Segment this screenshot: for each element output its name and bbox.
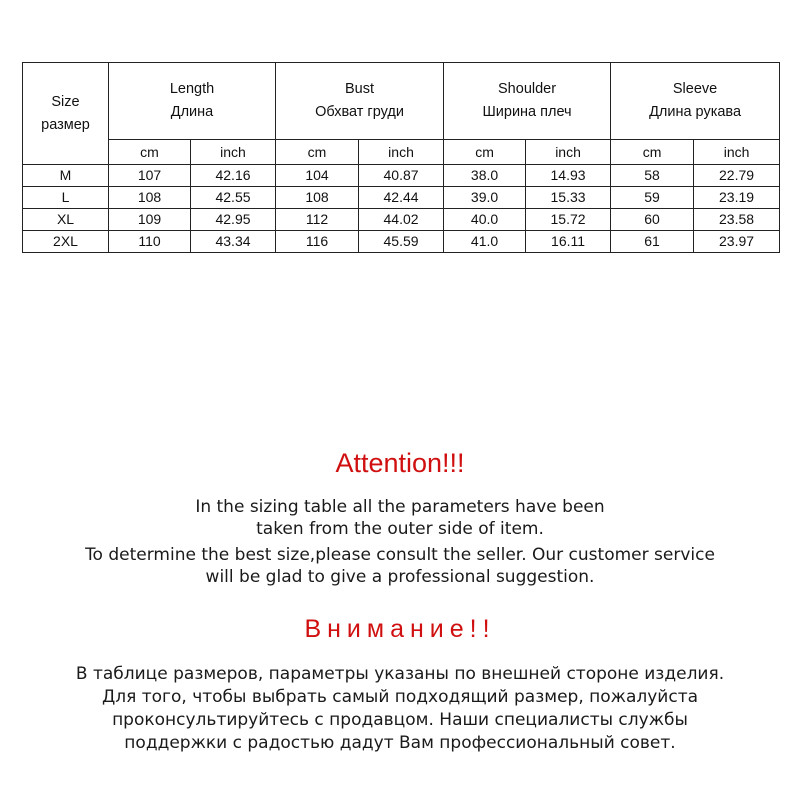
notice-line: поддержки с радостью дадут Вам профессио… — [124, 733, 676, 753]
table-row: 2XL 110 43.34 116 45.59 41.0 16.11 61 23.97 — [22, 230, 781, 253]
size-cell: M — [22, 164, 109, 187]
value-cell: 42.16 — [189, 164, 277, 187]
value-cell: 14.93 — [525, 164, 612, 187]
value-cell: 58 — [610, 164, 695, 187]
unit-cm: cm — [275, 139, 360, 165]
value-cell: 107 — [108, 164, 191, 187]
value-cell: 116 — [275, 230, 360, 253]
value-cell: 41.0 — [443, 230, 527, 253]
value-cell: 40.87 — [358, 164, 445, 187]
table-row: L 108 42.55 108 42.44 39.0 15.33 59 23.19 — [22, 186, 781, 209]
bust-header: Bust Обхват груди — [275, 62, 445, 140]
value-cell: 108 — [108, 186, 191, 209]
value-cell: 23.97 — [693, 230, 781, 253]
size-cell: L — [22, 186, 109, 209]
unit-cm: cm — [443, 139, 527, 165]
value-cell: 45.59 — [358, 230, 445, 253]
notice-line: проконсультируйтесь с продавцом. Наши сп… — [112, 710, 688, 730]
value-cell: 23.19 — [693, 186, 781, 209]
size-header: Size размер — [22, 62, 109, 165]
value-cell: 42.44 — [358, 186, 445, 209]
value-cell: 39.0 — [443, 186, 527, 209]
unit-inch: inch — [525, 139, 612, 165]
unit-inch: inch — [189, 139, 277, 165]
value-cell: 22.79 — [693, 164, 781, 187]
value-cell: 60 — [610, 208, 695, 231]
value-cell: 61 — [610, 230, 695, 253]
value-cell: 59 — [610, 186, 695, 209]
value-cell: 112 — [275, 208, 360, 231]
table-row: M 107 42.16 104 40.87 38.0 14.93 58 22.79 — [22, 164, 781, 187]
value-cell: 15.72 — [525, 208, 612, 231]
notice-line: will be glad to give a professional sugg… — [205, 566, 595, 587]
value-cell: 109 — [108, 208, 191, 231]
value-cell: 38.0 — [443, 164, 527, 187]
value-cell: 104 — [275, 164, 360, 187]
unit-inch: inch — [358, 139, 445, 165]
attention-title: Attention!!! — [335, 448, 465, 478]
shoulder-header: Shoulder Ширина плеч — [443, 62, 612, 140]
value-cell: 40.0 — [443, 208, 527, 231]
unit-cm: cm — [610, 139, 695, 165]
value-cell: 42.95 — [189, 208, 277, 231]
notice-line: taken from the outer side of item. — [256, 518, 544, 539]
value-cell: 44.02 — [358, 208, 445, 231]
table-row: XL 109 42.95 112 44.02 40.0 15.72 60 23.58 — [22, 208, 781, 231]
header-row: Size размер Length Длина Bust Обхват груди … — [22, 62, 781, 165]
sleeve-header: Sleeve Длина рукава — [610, 62, 781, 140]
notice-english: In the sizing table all the parameters h… — [0, 497, 800, 588]
notice-russian: В таблице размеров, параметры указаны по… — [0, 663, 800, 755]
length-header: Length Длина — [107, 62, 277, 140]
unit-row: cm inch cm inch cm inch cm inch — [23, 139, 781, 165]
unit-inch: inch — [693, 139, 781, 165]
notice-line: To determine the best size,please consul… — [85, 545, 715, 565]
size-chart-table: Size размер Length Длина Bust Обхват груди … — [22, 62, 781, 253]
unit-cm: cm — [108, 139, 191, 165]
value-cell: 110 — [108, 230, 191, 253]
value-cell: 23.58 — [693, 208, 781, 231]
value-cell: 15.33 — [525, 186, 612, 209]
notice-line: Для того, чтобы выбрать самый подходящий… — [101, 687, 699, 707]
notice-line: В таблице размеров, параметры указаны по… — [75, 664, 725, 684]
size-cell: XL — [22, 208, 109, 231]
value-cell: 108 — [275, 186, 360, 209]
value-cell: 16.11 — [525, 230, 612, 253]
notice-line: In the sizing table all the parameters h… — [195, 497, 605, 517]
value-cell: 43.34 — [189, 230, 277, 253]
size-cell: 2XL — [22, 230, 109, 253]
value-cell: 42.55 — [189, 186, 277, 209]
attention-title-ru: Внимание!! — [304, 615, 496, 643]
